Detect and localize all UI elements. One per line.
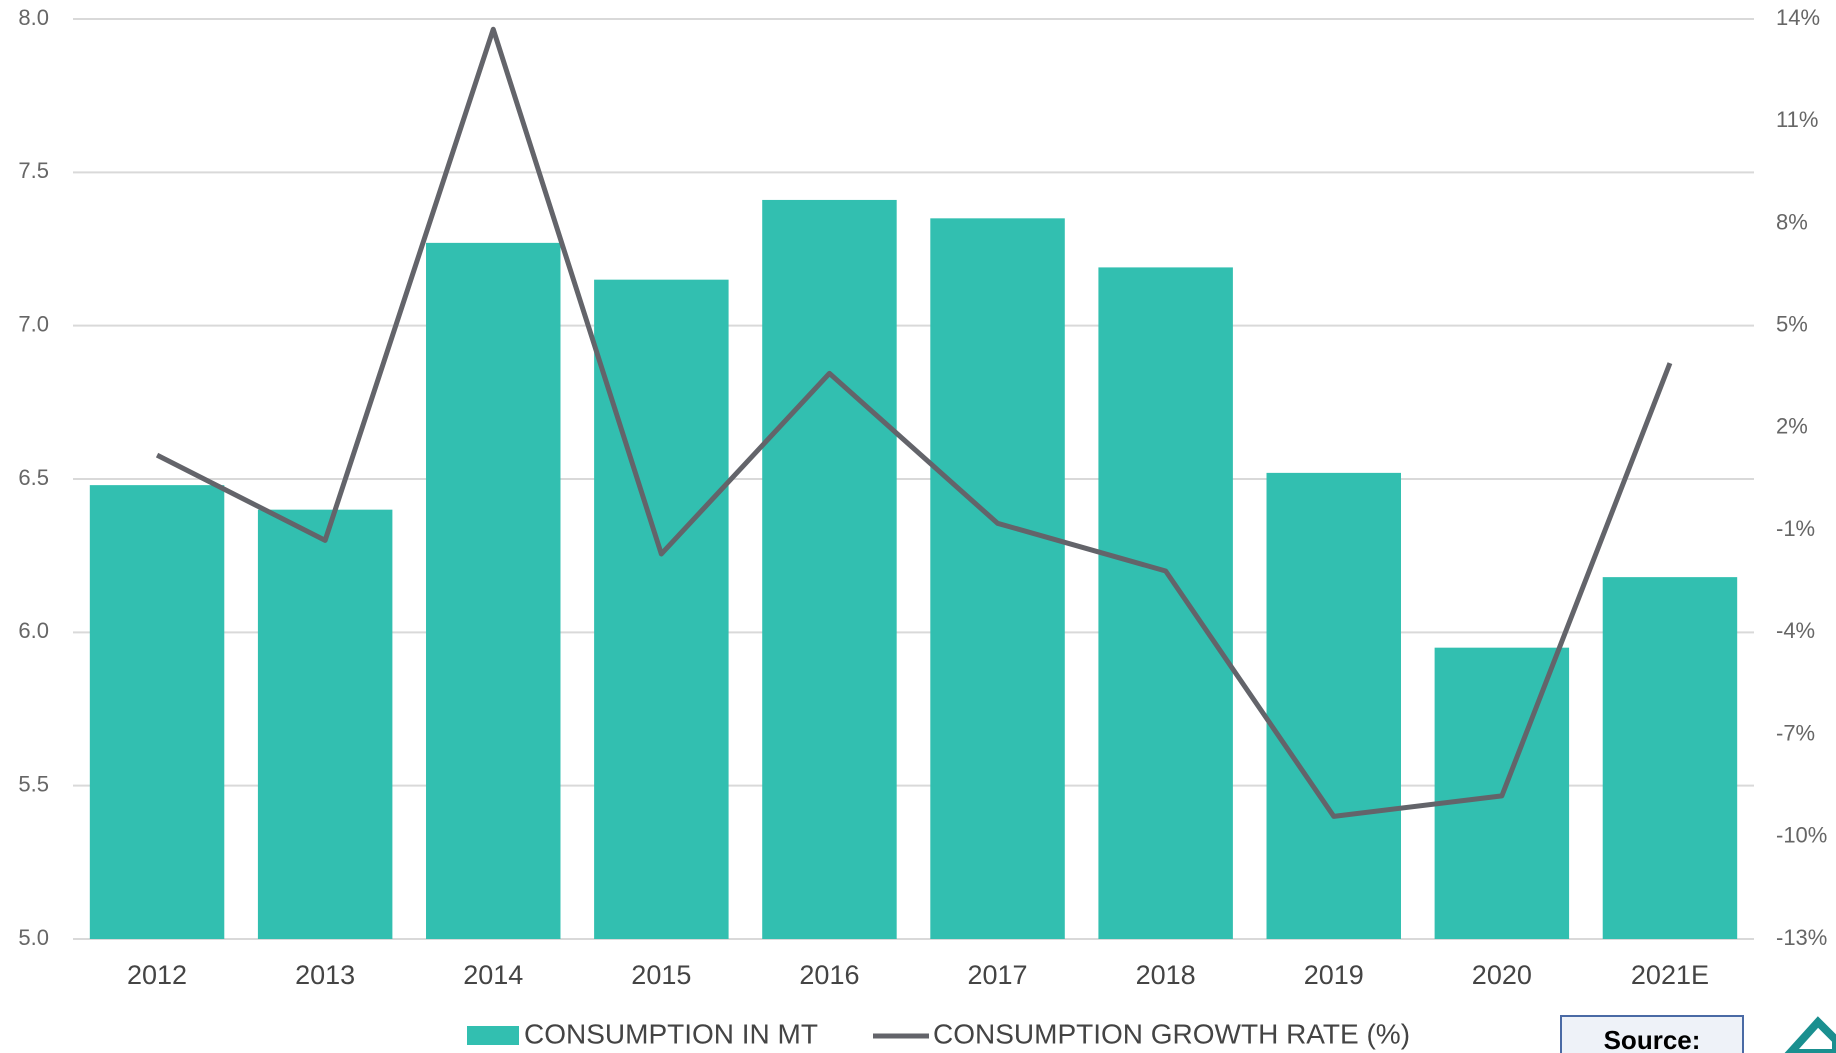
y2-tick-label: 11% <box>1776 107 1818 132</box>
bar <box>930 218 1065 940</box>
y2-tick-label: -1% <box>1776 516 1815 541</box>
y-tick-label: 5.5 <box>18 771 49 796</box>
y2-tick-label: 2% <box>1776 414 1808 439</box>
x-tick-label: 2019 <box>1304 960 1364 990</box>
x-tick-label: 2016 <box>799 960 859 990</box>
x-tick-label: 2018 <box>1136 960 1196 990</box>
y2-tick-label: -10% <box>1776 823 1827 848</box>
x-tick-label: 2017 <box>968 960 1028 990</box>
y2-tick-label: 5% <box>1776 311 1808 336</box>
y-tick-label: 8.0 <box>18 5 49 30</box>
y-tick-label: 7.5 <box>18 158 49 183</box>
bar <box>257 509 393 939</box>
legend-swatch <box>467 1026 519 1045</box>
y2-tick-label: -7% <box>1776 720 1815 745</box>
bar <box>762 199 897 939</box>
logo <box>1784 1016 1836 1053</box>
bar <box>89 485 225 939</box>
y2-tick-label: 8% <box>1776 209 1808 234</box>
legend-label: CONSUMPTION IN MT <box>524 1018 818 1049</box>
bar <box>594 279 729 940</box>
bar <box>1602 577 1738 939</box>
y-tick-label: 5.0 <box>18 925 49 950</box>
x-tick-label: 2014 <box>463 960 523 990</box>
bar <box>1266 472 1401 939</box>
y-tick-label: 7.0 <box>18 311 49 336</box>
y-tick-label: 6.5 <box>18 465 49 490</box>
x-tick-label: 2012 <box>127 960 187 990</box>
x-tick-label: 2015 <box>631 960 691 990</box>
y-tick-label: 6.0 <box>18 618 49 643</box>
bar <box>1098 267 1233 939</box>
y2-tick-label: -4% <box>1776 618 1815 643</box>
x-tick-label: 2020 <box>1472 960 1532 990</box>
x-tick-label: 2013 <box>295 960 355 990</box>
y2-tick-label: 14% <box>1776 5 1820 30</box>
source-label: Source: <box>1604 1025 1701 1053</box>
source-box <box>1560 1015 1744 1053</box>
y2-tick-label: -13% <box>1776 925 1827 950</box>
bar <box>426 242 561 939</box>
growth-line <box>155 26 1673 819</box>
legend-label: CONSUMPTION GROWTH RATE (%) <box>933 1018 1410 1049</box>
x-tick-label: 2021E <box>1631 960 1709 990</box>
